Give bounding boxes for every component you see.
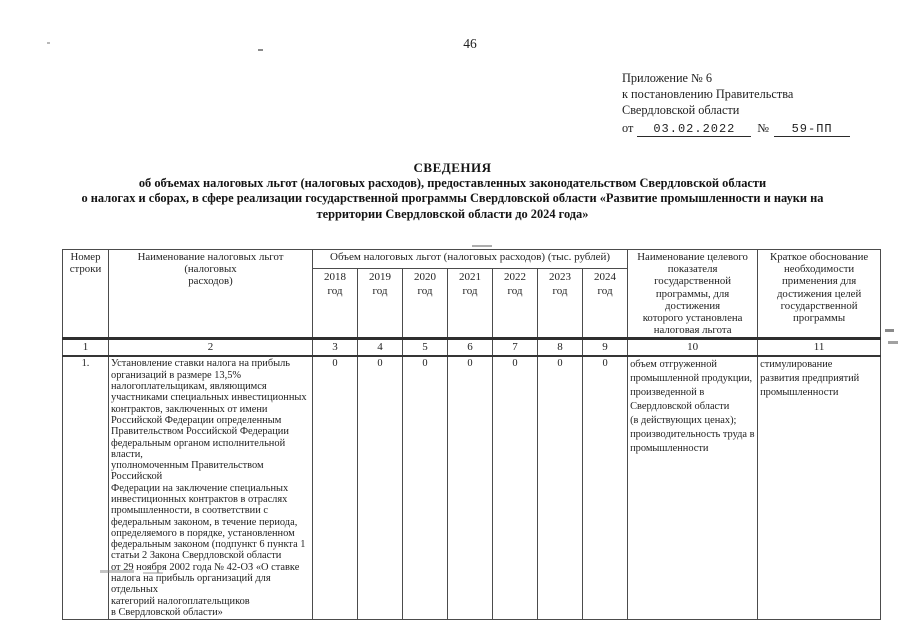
value-2019-cell: 0 — [357, 355, 403, 621]
row-number-cell: 1. — [62, 355, 109, 621]
column-number-3: 3 — [312, 337, 358, 358]
scan-artifact — [888, 341, 898, 344]
scan-artifact — [143, 572, 163, 574]
title-line-3: территории Свердловской области до 2024 … — [316, 206, 589, 221]
scan-artifact — [472, 245, 492, 247]
page-number: 46 — [463, 36, 477, 51]
year-header-2018: 2018 год — [312, 268, 358, 340]
justification-header: Краткое обоснование необходимости примен… — [757, 248, 882, 340]
column-number-4: 4 — [357, 337, 403, 358]
column-number-5: 5 — [402, 337, 448, 358]
value-2024-cell: 0 — [581, 355, 629, 621]
title-heading: СВЕДЕНИЯ — [413, 160, 492, 175]
decree-number-value: 59-ПП — [774, 122, 851, 137]
title-line-2: о налогах и сборах, в сфере реализации г… — [81, 191, 824, 206]
column-number-1: 1 — [62, 337, 109, 358]
column-number-7: 7 — [492, 337, 538, 358]
column-number-2: 2 — [108, 337, 313, 358]
value-2022-cell: 0 — [492, 355, 538, 621]
column-number-10: 10 — [627, 337, 759, 358]
scan-artifact — [885, 329, 894, 332]
value-2023-cell: 0 — [537, 355, 583, 621]
value-2018-cell: 0 — [312, 355, 358, 621]
date-prefix-label: от — [622, 121, 634, 135]
number-sign-label: № — [757, 121, 770, 135]
year-header-2020: 2020 год — [402, 268, 448, 340]
value-2021-cell: 0 — [447, 355, 493, 621]
title-line-1: об объемах налоговых льгот (налоговых ра… — [138, 176, 767, 191]
volume-group-header: Объем налоговых льгот (налоговых расходо… — [311, 248, 629, 270]
indicator-header: Наименование целевого показателя государ… — [627, 248, 759, 340]
column-number-9: 9 — [581, 337, 629, 358]
scan-artifact — [258, 49, 263, 51]
value-2020-cell: 0 — [402, 355, 448, 621]
justification-cell: стимулирование развития предприятий пром… — [757, 355, 882, 621]
benefit-name-cell: Установление ставки налога на прибыль ор… — [108, 355, 313, 621]
column-number-6: 6 — [447, 337, 493, 358]
decree-date-value: 03.02.2022 — [637, 122, 752, 137]
appendix-line-3: Свердловской области — [622, 103, 740, 117]
table-row: 1. Установление ставки налога на прибыль… — [62, 355, 882, 621]
appendix-block: Приложение № 6 к постановлению Правитель… — [622, 70, 894, 137]
column-number-8: 8 — [537, 337, 583, 358]
column-number-11: 11 — [757, 337, 882, 358]
year-header-2022: 2022 год — [492, 268, 538, 340]
table-header-row: Номер строки Наименование налоговых льго… — [62, 248, 882, 340]
document-title: СВЕДЕНИЯ об объемах налоговых льгот (нал… — [5, 160, 900, 222]
benefit-name-header: Наименование налоговых льгот (налоговых … — [108, 248, 313, 340]
appendix-line-2: к постановлению Правительства — [622, 87, 794, 101]
year-header-2021: 2021 год — [447, 268, 493, 340]
row-number-header: Номер строки — [62, 248, 109, 340]
year-header-2024: 2024 год — [581, 268, 629, 340]
scan-artifact — [100, 570, 134, 573]
year-header-row: 2018 год 2019 год 2020 год 2021 год 2022… — [63, 268, 881, 340]
year-header-2019: 2019 год — [357, 268, 403, 340]
appendix-date-line: от 03.02.2022 № 59-ПП — [622, 120, 894, 137]
scan-artifact — [47, 42, 50, 44]
appendix-line-1: Приложение № 6 — [622, 71, 713, 85]
tax-benefits-table: Номер строки Наименование налоговых льго… — [62, 248, 882, 621]
indicator-cell: объем отгруженной промышленной продукции… — [627, 355, 759, 621]
column-number-row: 1 2 3 4 5 6 7 8 9 10 11 — [62, 337, 882, 358]
year-header-2023: 2023 год — [537, 268, 583, 340]
